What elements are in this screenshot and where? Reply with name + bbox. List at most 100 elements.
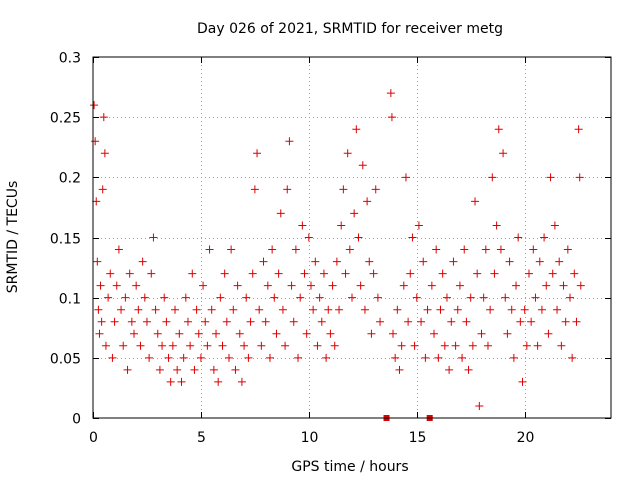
data-point <box>97 317 106 326</box>
data-point <box>149 233 158 242</box>
data-point <box>518 377 527 386</box>
data-point <box>512 281 521 290</box>
data-point <box>134 305 143 314</box>
data-point <box>360 305 369 314</box>
data-point <box>386 89 395 98</box>
data-point <box>100 149 109 158</box>
data-point <box>138 257 147 266</box>
data-point <box>179 353 188 362</box>
data-point <box>531 293 540 302</box>
data-point <box>285 137 294 146</box>
data-point <box>393 305 402 314</box>
data-point <box>427 281 436 290</box>
data-point <box>505 257 514 266</box>
data-point <box>201 317 210 326</box>
data-point <box>192 305 201 314</box>
y-tick-label: 0.25 <box>50 111 81 127</box>
data-point <box>462 317 471 326</box>
data-point <box>529 245 538 254</box>
data-point <box>91 137 100 146</box>
data-point <box>341 269 350 278</box>
data-point <box>235 329 244 338</box>
data-point <box>101 341 110 350</box>
data-point <box>287 281 296 290</box>
data-point <box>117 305 126 314</box>
data-point <box>123 365 132 374</box>
data-points <box>90 89 585 410</box>
data-point <box>483 341 492 350</box>
data-point <box>432 245 441 254</box>
x-tick-label: 5 <box>197 430 206 446</box>
data-point <box>196 353 205 362</box>
data-point <box>503 329 512 338</box>
data-point <box>244 353 253 362</box>
data-point <box>535 257 544 266</box>
data-point <box>309 305 318 314</box>
data-point <box>330 341 339 350</box>
data-point <box>250 185 259 194</box>
x-tick-label: 15 <box>409 430 427 446</box>
data-point <box>343 149 352 158</box>
data-point <box>240 341 249 350</box>
data-point <box>332 257 341 266</box>
data-point <box>438 269 447 278</box>
data-point <box>436 305 445 314</box>
data-point <box>270 293 279 302</box>
data-point <box>304 233 313 242</box>
data-point <box>181 293 190 302</box>
data-point <box>281 341 290 350</box>
data-point <box>568 353 577 362</box>
data-point <box>99 113 108 122</box>
data-point <box>95 329 104 338</box>
data-point <box>315 293 324 302</box>
y-axis-title: SRMTID / TECUs <box>5 181 21 294</box>
data-point <box>516 317 525 326</box>
x-tick-label: 20 <box>517 430 535 446</box>
data-point <box>455 281 464 290</box>
data-point <box>348 293 356 302</box>
data-point <box>326 329 335 338</box>
data-point <box>328 281 337 290</box>
data-point <box>371 185 380 194</box>
data-point <box>218 341 227 350</box>
data-point <box>414 221 423 230</box>
data-point <box>158 341 167 350</box>
data-point <box>296 293 305 302</box>
data-point <box>106 269 115 278</box>
data-point <box>548 269 557 278</box>
data-point <box>151 305 160 314</box>
data-point <box>319 269 328 278</box>
data-point <box>132 281 141 290</box>
data-point <box>354 233 363 242</box>
data-point <box>136 341 145 350</box>
y-tick-label: 0.15 <box>50 232 81 248</box>
data-point <box>481 245 490 254</box>
data-point <box>350 209 359 218</box>
data-point <box>417 317 426 326</box>
data-point <box>447 317 456 326</box>
x-tick-label: 10 <box>301 430 319 446</box>
data-point <box>248 269 257 278</box>
data-point <box>104 293 113 302</box>
data-point <box>565 293 574 302</box>
data-point <box>540 233 549 242</box>
data-point <box>261 317 270 326</box>
data-point <box>423 305 432 314</box>
data-point <box>477 329 486 338</box>
data-point <box>164 353 173 362</box>
data-point <box>363 197 372 206</box>
data-point <box>175 329 184 338</box>
data-point <box>559 281 568 290</box>
data-point <box>406 269 415 278</box>
data-point <box>166 377 175 386</box>
data-point <box>479 293 488 302</box>
data-point <box>188 269 197 278</box>
data-point <box>395 365 404 374</box>
data-point <box>460 245 469 254</box>
data-point <box>490 269 499 278</box>
data-point <box>162 317 171 326</box>
data-point <box>177 377 186 386</box>
data-point <box>272 329 281 338</box>
